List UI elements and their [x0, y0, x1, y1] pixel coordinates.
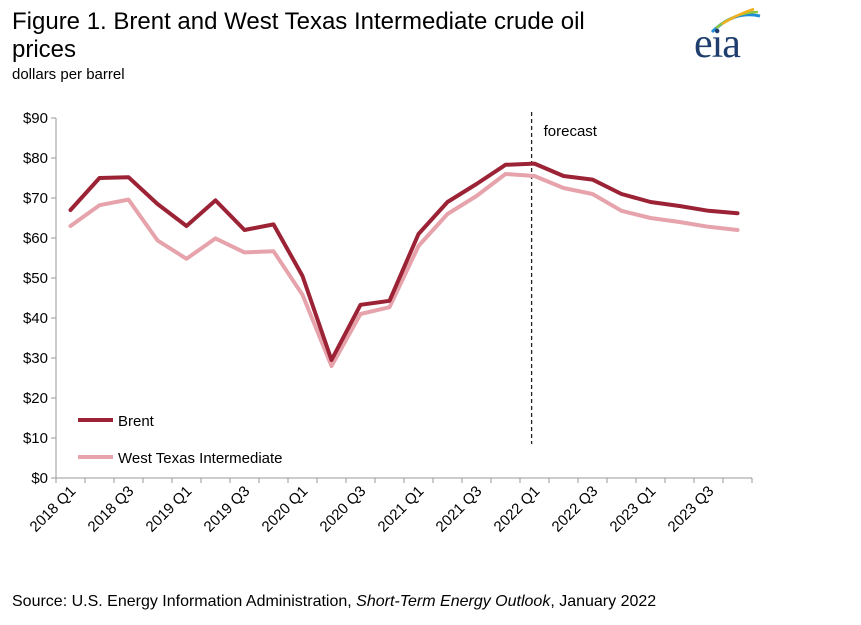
x-tick-label: 2019 Q3 — [201, 483, 254, 536]
x-tick-label: 2019 Q1 — [143, 483, 196, 536]
logo-text: eia — [694, 21, 741, 67]
sunrise-arc-icon — [710, 7, 761, 34]
x-tick-label: 2018 Q1 — [27, 483, 80, 536]
y-tick-label: $80 — [23, 150, 48, 167]
x-tick-label: 2020 Q3 — [317, 483, 370, 536]
y-tick-label: $0 — [31, 470, 48, 487]
chart-title: Figure 1. Brent and West Texas Intermedi… — [12, 8, 585, 63]
source-prefix: Source: U.S. Energy Information Administ… — [12, 593, 357, 610]
y-tick-label: $60 — [23, 230, 48, 247]
eia-logo: eia — [694, 6, 764, 67]
x-tick-label: 2021 Q3 — [433, 483, 486, 536]
chart-marks: forecast Brent West Texas Intermediate — [68, 112, 740, 467]
y-tick-label: $50 — [23, 270, 48, 287]
source-suffix: , January 2022 — [550, 593, 657, 610]
forecast-label: forecast — [544, 123, 598, 140]
legend-label: Brent — [118, 413, 155, 430]
legend-label: West Texas Intermediate — [118, 450, 283, 467]
y-tick-label: $30 — [23, 350, 48, 367]
x-tick-label: 2023 Q1 — [607, 483, 660, 536]
x-tick-label: 2020 Q1 — [259, 483, 312, 536]
y-tick-label: $10 — [23, 430, 48, 447]
chart-subtitle: dollars per barrel — [12, 66, 125, 83]
series-line-west-texas-intermediate — [68, 172, 740, 368]
source-note: Source: U.S. Energy Information Administ… — [12, 593, 656, 611]
chart-axes: $0 $10 $20 $30 $40 $50 $60 $70 $80 $90 2018 Q1 2018… — [23, 110, 753, 536]
y-tick-label: $90 — [23, 110, 48, 127]
y-tick-label: $40 — [23, 310, 48, 327]
x-tick-label: 2022 Q3 — [549, 483, 602, 536]
y-tick-label: $70 — [23, 190, 48, 207]
y-tick-label: $20 — [23, 390, 48, 407]
x-tick-label: 2022 Q1 — [491, 483, 544, 536]
x-tick-label: 2021 Q1 — [375, 483, 428, 536]
source-publication: Short-Term Energy Outlook — [356, 593, 551, 610]
x-tick-label: 2023 Q3 — [665, 483, 718, 536]
x-tick-label: 2018 Q3 — [85, 483, 138, 536]
series-line-brent — [68, 161, 740, 362]
